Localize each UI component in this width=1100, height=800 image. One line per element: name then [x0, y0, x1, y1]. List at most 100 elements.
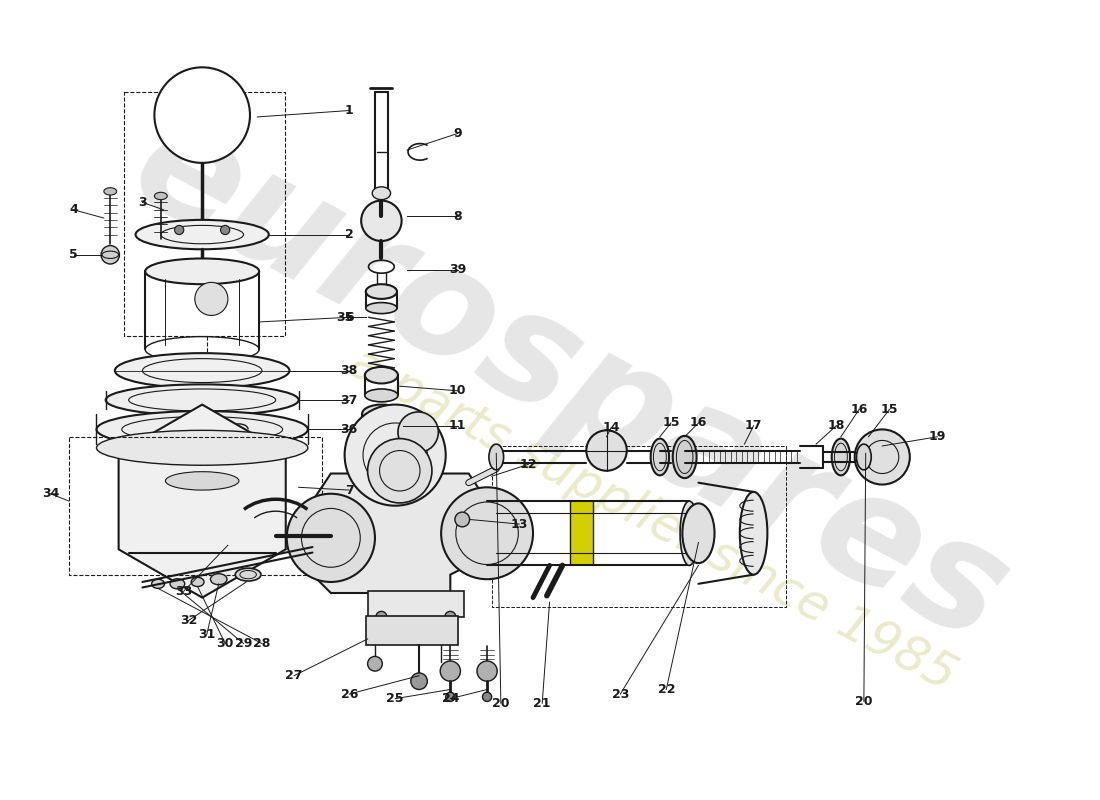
Text: 4: 4 — [69, 203, 78, 216]
Ellipse shape — [488, 444, 504, 470]
Text: 22: 22 — [658, 683, 675, 696]
Bar — [366, 616, 458, 646]
Circle shape — [455, 512, 470, 527]
Text: 36: 36 — [341, 423, 358, 436]
Ellipse shape — [97, 430, 308, 466]
Text: 24: 24 — [441, 692, 459, 705]
Ellipse shape — [210, 574, 227, 585]
Text: 14: 14 — [603, 421, 620, 434]
Text: 31: 31 — [198, 628, 216, 641]
Text: 19: 19 — [928, 430, 946, 443]
Circle shape — [376, 611, 387, 622]
Ellipse shape — [106, 384, 299, 416]
Text: 35: 35 — [336, 310, 353, 324]
Text: 11: 11 — [449, 419, 466, 432]
Ellipse shape — [365, 367, 398, 383]
Text: 16: 16 — [690, 417, 707, 430]
Ellipse shape — [114, 353, 289, 388]
Bar — [367, 591, 464, 617]
Circle shape — [195, 282, 228, 315]
Ellipse shape — [366, 284, 397, 299]
Polygon shape — [312, 474, 487, 593]
Text: 13: 13 — [510, 518, 528, 530]
Text: 17: 17 — [745, 419, 762, 432]
Text: 5: 5 — [69, 248, 78, 262]
Circle shape — [586, 430, 627, 470]
Circle shape — [441, 487, 534, 579]
Circle shape — [154, 67, 250, 163]
Text: 37: 37 — [341, 394, 358, 406]
Circle shape — [175, 226, 184, 234]
Text: 28: 28 — [253, 637, 271, 650]
Text: 34: 34 — [42, 487, 59, 500]
Text: 33: 33 — [175, 585, 192, 598]
Text: 9: 9 — [453, 127, 462, 140]
Circle shape — [410, 673, 427, 690]
Text: 15: 15 — [662, 417, 680, 430]
Ellipse shape — [135, 220, 268, 250]
Ellipse shape — [832, 438, 850, 475]
Text: 10: 10 — [449, 384, 466, 398]
Circle shape — [344, 405, 446, 506]
Text: 1: 1 — [344, 104, 353, 117]
Text: 20: 20 — [492, 697, 509, 710]
Ellipse shape — [857, 444, 871, 470]
Text: 18: 18 — [827, 419, 845, 432]
Ellipse shape — [740, 492, 768, 574]
Text: 8: 8 — [453, 210, 462, 222]
Ellipse shape — [152, 579, 165, 588]
Ellipse shape — [372, 186, 390, 200]
Ellipse shape — [235, 568, 261, 581]
Ellipse shape — [170, 578, 185, 589]
Ellipse shape — [97, 411, 308, 448]
Ellipse shape — [165, 472, 239, 490]
Ellipse shape — [145, 258, 260, 284]
Text: 20: 20 — [855, 695, 872, 708]
Text: 25: 25 — [386, 692, 404, 705]
Ellipse shape — [191, 578, 204, 586]
Circle shape — [440, 661, 461, 682]
Text: a parts supplier since 1985: a parts supplier since 1985 — [341, 338, 964, 700]
Circle shape — [446, 692, 455, 702]
Text: 26: 26 — [341, 687, 358, 701]
Text: 15: 15 — [881, 402, 899, 416]
Polygon shape — [119, 405, 286, 598]
Text: 38: 38 — [341, 364, 358, 377]
Ellipse shape — [673, 436, 696, 478]
Ellipse shape — [365, 389, 398, 402]
Circle shape — [221, 226, 230, 234]
Text: 30: 30 — [217, 637, 234, 650]
Circle shape — [444, 611, 455, 622]
Circle shape — [477, 661, 497, 682]
Text: 21: 21 — [534, 697, 551, 710]
Ellipse shape — [362, 430, 400, 444]
Ellipse shape — [362, 405, 400, 423]
Text: 39: 39 — [449, 263, 466, 276]
Ellipse shape — [366, 302, 397, 314]
Text: 2: 2 — [344, 228, 353, 241]
Circle shape — [101, 246, 120, 264]
Ellipse shape — [682, 503, 715, 563]
Bar — [570, 501, 593, 566]
Ellipse shape — [103, 188, 117, 195]
Circle shape — [367, 438, 432, 503]
Text: 7: 7 — [344, 483, 353, 497]
Circle shape — [287, 494, 375, 582]
Ellipse shape — [651, 438, 669, 475]
Text: 27: 27 — [285, 670, 303, 682]
Circle shape — [855, 430, 910, 485]
Circle shape — [398, 412, 439, 452]
Text: 32: 32 — [179, 614, 197, 627]
Text: 3: 3 — [139, 196, 146, 209]
Circle shape — [361, 201, 402, 241]
Ellipse shape — [154, 192, 167, 200]
Text: 6: 6 — [345, 310, 353, 324]
Text: eurospares: eurospares — [108, 89, 1031, 674]
Ellipse shape — [680, 501, 698, 566]
Circle shape — [483, 692, 492, 702]
Text: 12: 12 — [519, 458, 537, 471]
Text: 23: 23 — [612, 687, 629, 701]
Text: 29: 29 — [235, 637, 252, 650]
Circle shape — [367, 657, 383, 671]
Text: 16: 16 — [850, 402, 868, 416]
